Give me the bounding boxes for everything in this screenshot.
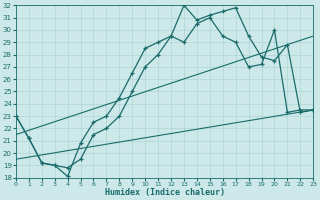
- X-axis label: Humidex (Indice chaleur): Humidex (Indice chaleur): [105, 188, 225, 197]
